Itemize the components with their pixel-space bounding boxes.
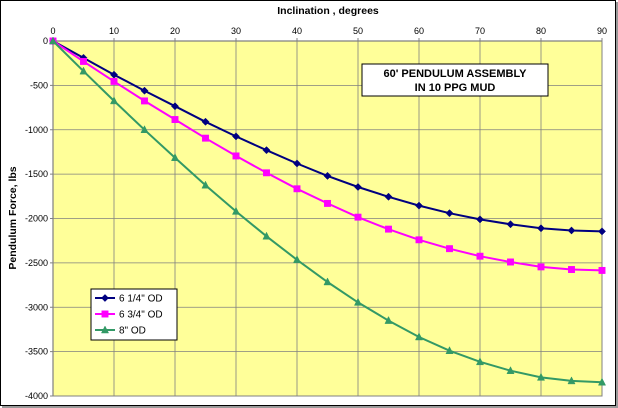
x-tick-label: 80 xyxy=(536,26,546,36)
x-tick-label: 50 xyxy=(353,26,363,36)
y-tick-label: -3000 xyxy=(25,302,48,312)
x-tick-label: 60 xyxy=(414,26,424,36)
data-point xyxy=(597,377,607,386)
data-point xyxy=(446,245,453,253)
data-point xyxy=(385,225,392,233)
data-point xyxy=(140,125,149,133)
legend: 6 1/4" OD 6 3/4" OD 8" OD xyxy=(90,288,178,341)
x-axis-title: Inclination , degrees xyxy=(277,5,379,17)
data-point xyxy=(263,169,270,177)
chart-title-line-1: 60' PENDULUM ASSEMBLY xyxy=(384,68,528,80)
data-point xyxy=(232,152,240,160)
title-box-background xyxy=(361,63,549,97)
data-point xyxy=(140,86,149,95)
data-point xyxy=(262,231,271,240)
data-point xyxy=(537,263,545,271)
y-tick-label: -500 xyxy=(30,80,48,90)
x-tick-label: 90 xyxy=(597,26,607,36)
x-tick-label: 20 xyxy=(170,26,180,36)
data-point xyxy=(80,57,87,65)
data-point xyxy=(506,220,515,229)
y-tick-label: -2500 xyxy=(25,258,48,268)
chart-title-box: 60' PENDULUM ASSEMBLY IN 10 PPG MUD xyxy=(361,63,549,97)
data-point xyxy=(415,201,423,210)
x-tick-label: 30 xyxy=(231,26,241,36)
data-point xyxy=(232,132,240,141)
x-tick-label: 0 xyxy=(50,26,55,36)
data-point xyxy=(384,192,393,201)
y-tick-label: -1500 xyxy=(25,169,48,179)
data-point xyxy=(537,224,545,233)
data-point xyxy=(141,97,148,105)
legend-label: 8" OD xyxy=(119,326,146,337)
data-point xyxy=(354,213,362,221)
data-point xyxy=(476,252,484,260)
data-point xyxy=(354,183,362,191)
data-point xyxy=(293,185,301,193)
data-point xyxy=(292,255,302,264)
data-point xyxy=(201,117,210,126)
y-tick-label: -1000 xyxy=(25,125,48,135)
data-point xyxy=(567,226,576,235)
chart-title-line-2: IN 10 PPG MUD xyxy=(415,82,496,94)
y-tick-label: 0 xyxy=(43,36,48,46)
data-point xyxy=(171,102,179,111)
data-point xyxy=(475,357,485,366)
legend-marker xyxy=(101,310,109,318)
data-point xyxy=(324,199,331,207)
data-point xyxy=(170,153,180,161)
y-tick-label: -3500 xyxy=(25,347,48,357)
data-point xyxy=(536,372,546,381)
series-layer xyxy=(48,36,607,386)
data-point xyxy=(476,215,484,224)
data-point xyxy=(202,134,209,142)
data-point xyxy=(568,266,575,273)
data-point xyxy=(293,159,301,168)
y-tick-label: -4000 xyxy=(25,391,48,401)
legend-marker xyxy=(101,294,109,302)
data-point xyxy=(507,258,514,266)
data-point xyxy=(231,206,241,215)
data-point xyxy=(109,96,119,105)
data-point xyxy=(323,277,332,286)
data-point xyxy=(110,77,118,85)
data-point xyxy=(445,346,454,354)
y-axis-title: Pendulum Force, lbs xyxy=(7,166,19,269)
data-point xyxy=(445,209,454,218)
x-tick-label: 40 xyxy=(292,26,302,36)
data-point xyxy=(48,36,58,45)
data-point xyxy=(415,236,423,244)
data-point xyxy=(323,171,332,180)
x-tick-label: 70 xyxy=(475,26,485,36)
data-point xyxy=(598,266,606,274)
legend-label: 6 1/4" OD xyxy=(119,294,163,305)
data-point xyxy=(506,366,515,374)
data-point xyxy=(598,227,606,236)
data-point xyxy=(567,376,576,385)
legend-marker xyxy=(100,325,110,334)
y-tick-label: -2000 xyxy=(25,214,48,224)
data-point xyxy=(353,297,363,306)
series-3 xyxy=(48,36,607,386)
data-point xyxy=(171,116,179,123)
x-tick-label: 10 xyxy=(109,26,119,36)
data-point xyxy=(262,146,271,155)
y-tick-labels: 0 -500 -1000 -1500 -2000 -2500 -3000 -3500 -4000 xyxy=(25,36,53,401)
data-point xyxy=(79,66,88,75)
legend-label: 6 3/4" OD xyxy=(119,310,163,321)
data-point xyxy=(384,316,393,324)
x-tick-labels: 0 10 20 30 40 50 60 70 80 90 xyxy=(50,26,607,41)
data-point xyxy=(201,180,210,189)
data-point xyxy=(414,332,424,341)
